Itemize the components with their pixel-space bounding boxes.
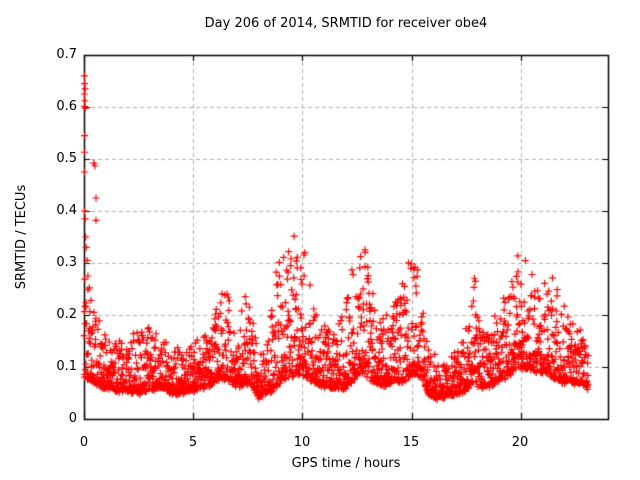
y-tick-label-0.2: 0.2 bbox=[56, 307, 77, 322]
y-tick-label-0.6: 0.6 bbox=[56, 99, 77, 114]
y-tick-label-0.4: 0.4 bbox=[56, 203, 77, 218]
x-tick-label-10: 10 bbox=[293, 435, 311, 450]
y-tick-label-0: 0 bbox=[68, 411, 77, 426]
x-tick-label-0: 0 bbox=[79, 435, 89, 450]
x-tick-label-20: 20 bbox=[511, 435, 529, 450]
y-tick-label-0.7: 0.7 bbox=[56, 47, 77, 62]
y-tick-label-0.5: 0.5 bbox=[56, 151, 77, 166]
x-axis-label: GPS time / hours bbox=[291, 456, 401, 471]
chart-title: Day 206 of 2014, SRMTID for receiver obe… bbox=[204, 16, 488, 31]
y-axis-label: SRMTID / TECUs bbox=[14, 184, 29, 290]
x-tick-label-5: 5 bbox=[188, 435, 198, 450]
y-tick-label-0.3: 0.3 bbox=[56, 255, 77, 270]
y-tick-label-0.1: 0.1 bbox=[56, 359, 77, 374]
x-tick-label-15: 15 bbox=[402, 435, 420, 450]
